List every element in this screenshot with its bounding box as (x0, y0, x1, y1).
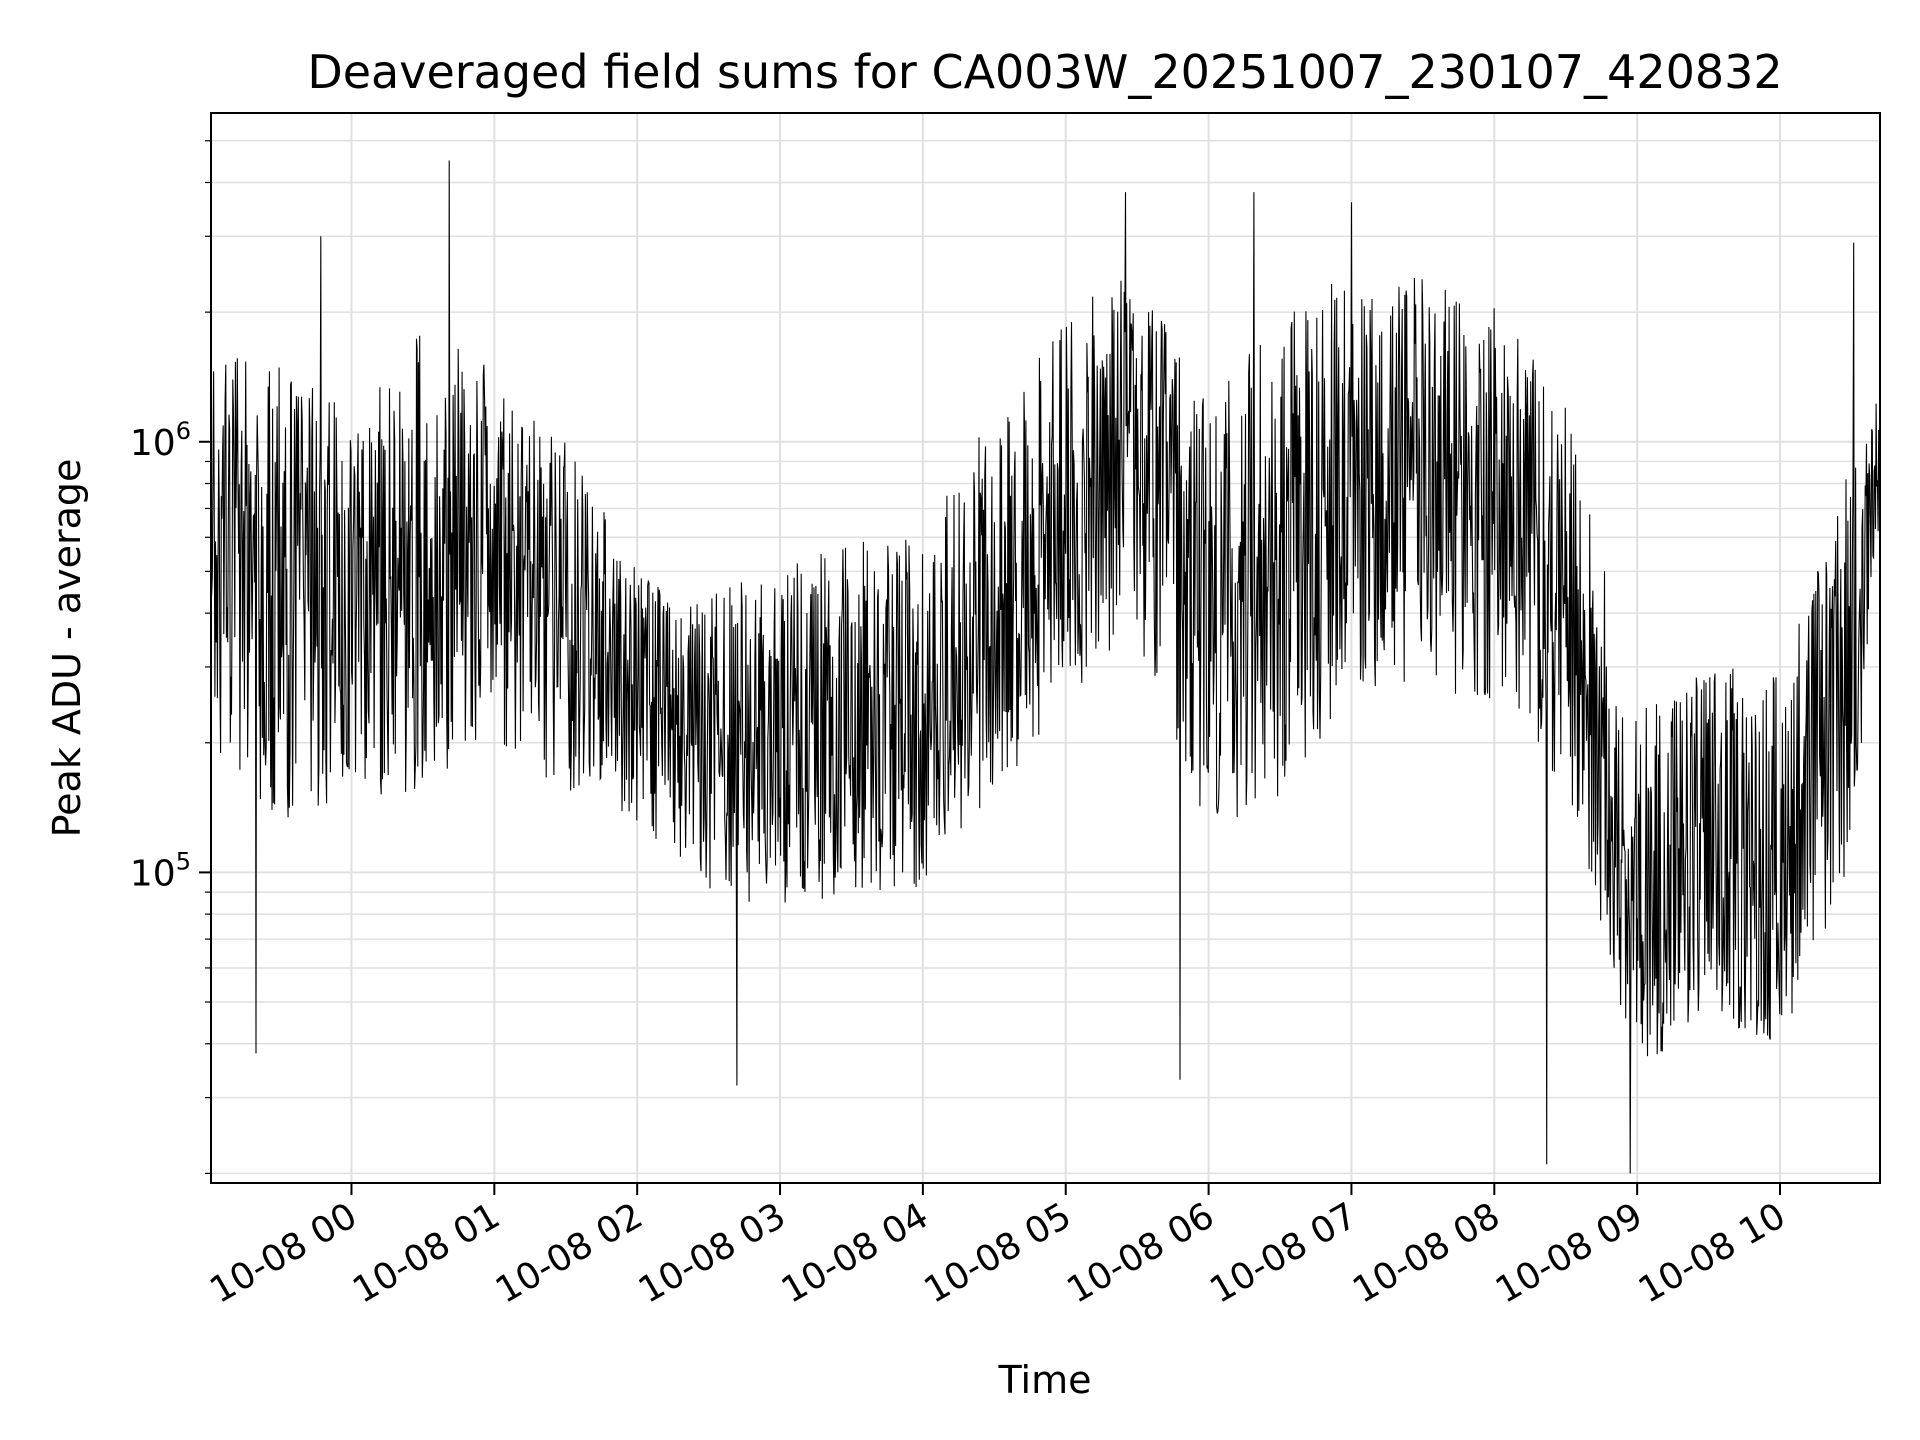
y-tick-label: 106 (130, 417, 191, 464)
y-axis-label: Peak ADU - average (45, 459, 89, 838)
x-tick-label: 10-08 07 (1203, 1195, 1364, 1311)
x-tick-label: 10-08 08 (1346, 1195, 1507, 1311)
x-tick-label: 10-08 04 (775, 1195, 936, 1311)
x-tick-label: 10-08 06 (1060, 1195, 1221, 1311)
x-tick-label: 10-08 03 (632, 1195, 793, 1311)
y-tick-label: 105 (130, 847, 191, 894)
x-tick-label: 10-08 00 (203, 1195, 364, 1311)
plot-frame (210, 112, 1881, 1184)
series-line-path (210, 160, 1881, 1174)
x-tick-label: 10-08 10 (1632, 1195, 1793, 1311)
x-tick-label: 10-08 05 (918, 1195, 1079, 1311)
x-tick-label: 10-08 09 (1489, 1195, 1650, 1311)
x-axis-label: Time (998, 1358, 1092, 1402)
series-line (210, 160, 1881, 1174)
x-tick-label: 10-08 01 (346, 1195, 507, 1311)
x-tick-label: 10-08 02 (489, 1195, 650, 1311)
chart-title: Deaveraged field sums for CA003W_2025100… (307, 45, 1782, 99)
